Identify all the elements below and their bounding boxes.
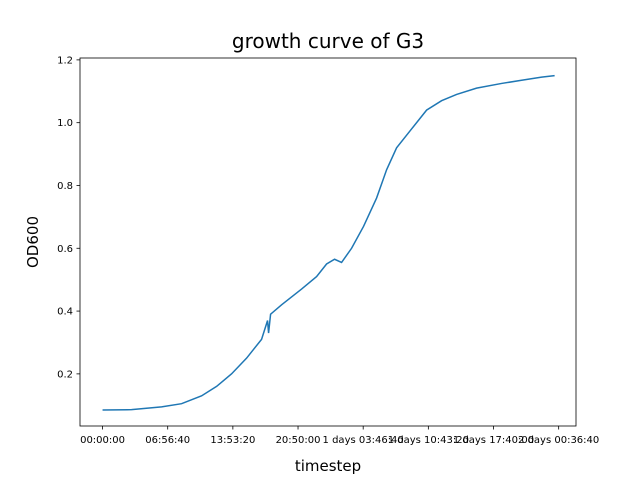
x-tick-label: 1 days 10:43:20 [388, 435, 469, 446]
y-tick-label: 0.6 [57, 244, 73, 255]
y-tick-label: 0.8 [57, 181, 73, 192]
x-tick-label: 13:53:20 [210, 435, 255, 446]
y-tick-label: 0.2 [57, 369, 73, 380]
x-tick-label: 20:50:00 [276, 435, 321, 446]
y-tick-label: 1.2 [57, 55, 73, 66]
x-tick-label: 2 days 00:36:40 [518, 435, 599, 446]
plot-frame [79, 57, 577, 427]
x-tick-label: 06:56:40 [145, 435, 190, 446]
chart-title: growth curve of G3 [232, 29, 424, 53]
y-axis-label: OD600 [24, 216, 42, 268]
x-tick-label: 1 days 17:40:00 [453, 435, 534, 446]
y-tick-label: 1.0 [57, 118, 73, 129]
x-tick-label: 00:00:00 [80, 435, 125, 446]
x-tick-label: 1 days 03:46:40 [323, 435, 404, 446]
x-axis-label: timestep [295, 457, 361, 475]
data-line [102, 74, 555, 411]
y-tick-label: 0.4 [57, 307, 73, 318]
